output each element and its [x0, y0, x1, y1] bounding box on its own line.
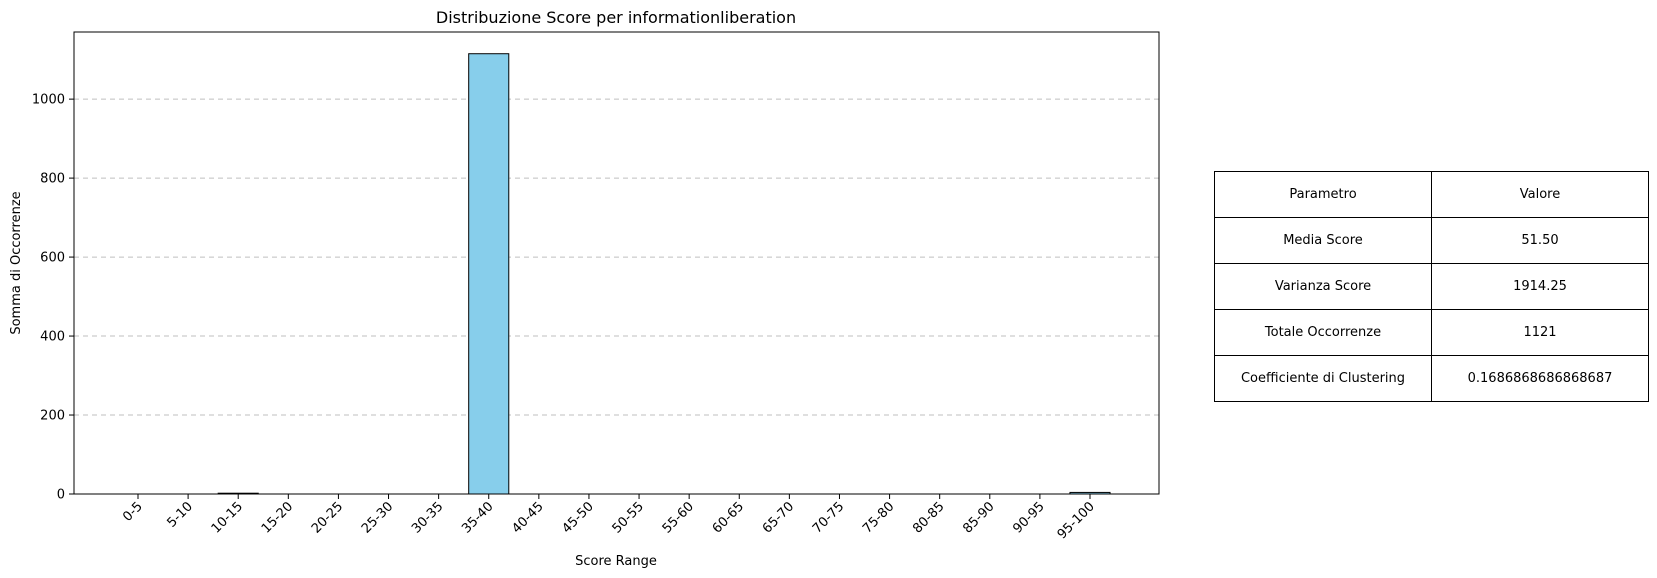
y-tick-label: 800	[40, 172, 65, 187]
x-tick-label: 90-95	[1010, 499, 1047, 536]
grid-lines	[74, 98, 1159, 416]
bars	[217, 53, 1111, 495]
x-axis: 0-5 5-10 10-15 15-20 20-25 25-30 30-35 35-40 40-…	[120, 494, 1098, 542]
table-cell-param: Coefficiente di Clustering	[1214, 355, 1432, 402]
y-axis-label: Somma di Occorrenze	[9, 191, 24, 334]
stats-table: Parametro Valore Media Score 51.50 Varia…	[1214, 171, 1649, 402]
x-tick-label: 15-20	[259, 499, 296, 536]
table-row: Totale Occorrenze 1121	[1214, 309, 1649, 356]
table-cell-param: Media Score	[1214, 217, 1432, 264]
y-axis: 0 200 400 600 800 1000	[32, 93, 74, 503]
y-tick-label: 0	[57, 488, 65, 503]
bar-chart: Distribuzione Score per informationliber…	[9, 8, 1160, 569]
x-tick-label: 0-5	[120, 499, 146, 525]
x-tick-label: 75-80	[860, 499, 897, 536]
y-tick-label: 400	[40, 330, 65, 345]
table-header-cell: Valore	[1431, 171, 1649, 218]
x-tick-label: 80-85	[910, 499, 947, 536]
x-tick-label: 95-100	[1055, 499, 1098, 542]
table-header-cell: Parametro	[1214, 171, 1432, 218]
x-tick-label: 20-25	[309, 499, 346, 536]
x-tick-label: 30-35	[409, 499, 446, 536]
y-tick-label: 600	[40, 251, 65, 266]
table-header-row: Parametro Valore	[1214, 171, 1649, 218]
x-tick-label: 65-70	[760, 499, 797, 536]
x-tick-label: 45-50	[559, 499, 596, 536]
x-tick-label: 35-40	[459, 499, 496, 536]
table-row: Media Score 51.50	[1214, 217, 1649, 264]
table-cell-value: 0.1686868686868687	[1431, 355, 1649, 402]
y-tick-label: 200	[40, 409, 65, 424]
table-cell-value: 1914.25	[1431, 263, 1649, 310]
table-row: Coefficiente di Clustering 0.16868686868…	[1214, 355, 1649, 402]
x-tick-label: 60-65	[710, 499, 747, 536]
x-tick-label: 5-10	[164, 499, 195, 530]
bar-35-40	[468, 53, 510, 495]
chart-title: Distribuzione Score per informationliber…	[436, 8, 796, 27]
table-cell-value: 1121	[1431, 309, 1649, 356]
table-cell-value: 51.50	[1431, 217, 1649, 264]
table-cell-param: Varianza Score	[1214, 263, 1432, 310]
table-cell-param: Totale Occorrenze	[1214, 309, 1432, 356]
plot-frame	[73, 31, 1160, 495]
x-tick-label: 10-15	[209, 499, 246, 536]
x-tick-label: 40-45	[509, 499, 546, 536]
x-tick-label: 25-30	[359, 499, 396, 536]
x-tick-label: 70-75	[810, 499, 847, 536]
x-tick-label: 50-55	[610, 499, 647, 536]
x-tick-label: 55-60	[660, 499, 697, 536]
x-tick-label: 85-90	[960, 499, 997, 536]
x-axis-label: Score Range	[575, 554, 657, 569]
y-tick-label: 1000	[32, 93, 65, 108]
table-row: Varianza Score 1914.25	[1214, 263, 1649, 310]
